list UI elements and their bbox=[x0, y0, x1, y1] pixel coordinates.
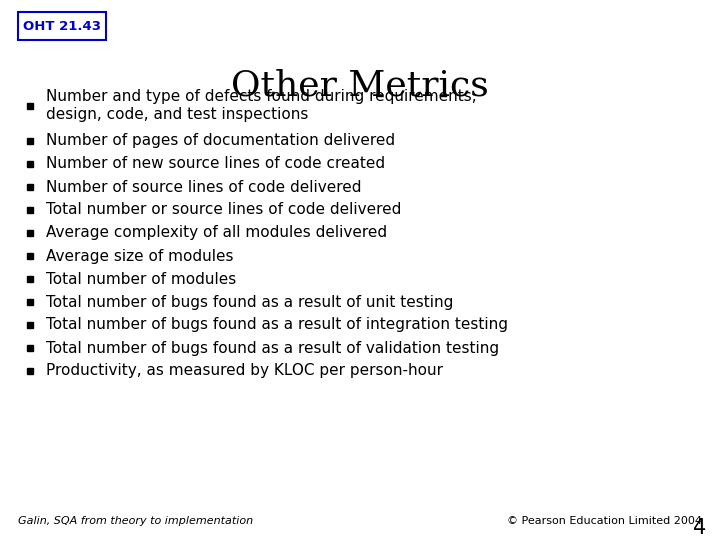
Text: Total number of modules: Total number of modules bbox=[46, 272, 236, 287]
Text: OHT 21.43: OHT 21.43 bbox=[23, 19, 101, 32]
Text: Number of pages of documentation delivered: Number of pages of documentation deliver… bbox=[46, 133, 395, 148]
Text: Productivity, as measured by KLOC per person-hour: Productivity, as measured by KLOC per pe… bbox=[46, 363, 443, 379]
Text: Total number of bugs found as a result of validation testing: Total number of bugs found as a result o… bbox=[46, 341, 499, 355]
Text: Galin, SQA from theory to implementation: Galin, SQA from theory to implementation bbox=[18, 516, 253, 526]
Text: Other Metrics: Other Metrics bbox=[231, 68, 489, 102]
Text: © Pearson Education Limited 2004: © Pearson Education Limited 2004 bbox=[507, 516, 702, 526]
Text: Total number of bugs found as a result of integration testing: Total number of bugs found as a result o… bbox=[46, 318, 508, 333]
Text: Average size of modules: Average size of modules bbox=[46, 248, 233, 264]
Text: 4: 4 bbox=[693, 518, 706, 538]
Text: Average complexity of all modules delivered: Average complexity of all modules delive… bbox=[46, 226, 387, 240]
FancyBboxPatch shape bbox=[18, 12, 106, 40]
Text: Number of new source lines of code created: Number of new source lines of code creat… bbox=[46, 157, 385, 172]
Text: Number and type of defects found during requirements,
design, code, and test ins: Number and type of defects found during … bbox=[46, 90, 477, 123]
Text: Number of source lines of code delivered: Number of source lines of code delivered bbox=[46, 179, 361, 194]
Text: Total number or source lines of code delivered: Total number or source lines of code del… bbox=[46, 202, 401, 218]
Text: Total number of bugs found as a result of unit testing: Total number of bugs found as a result o… bbox=[46, 294, 454, 309]
